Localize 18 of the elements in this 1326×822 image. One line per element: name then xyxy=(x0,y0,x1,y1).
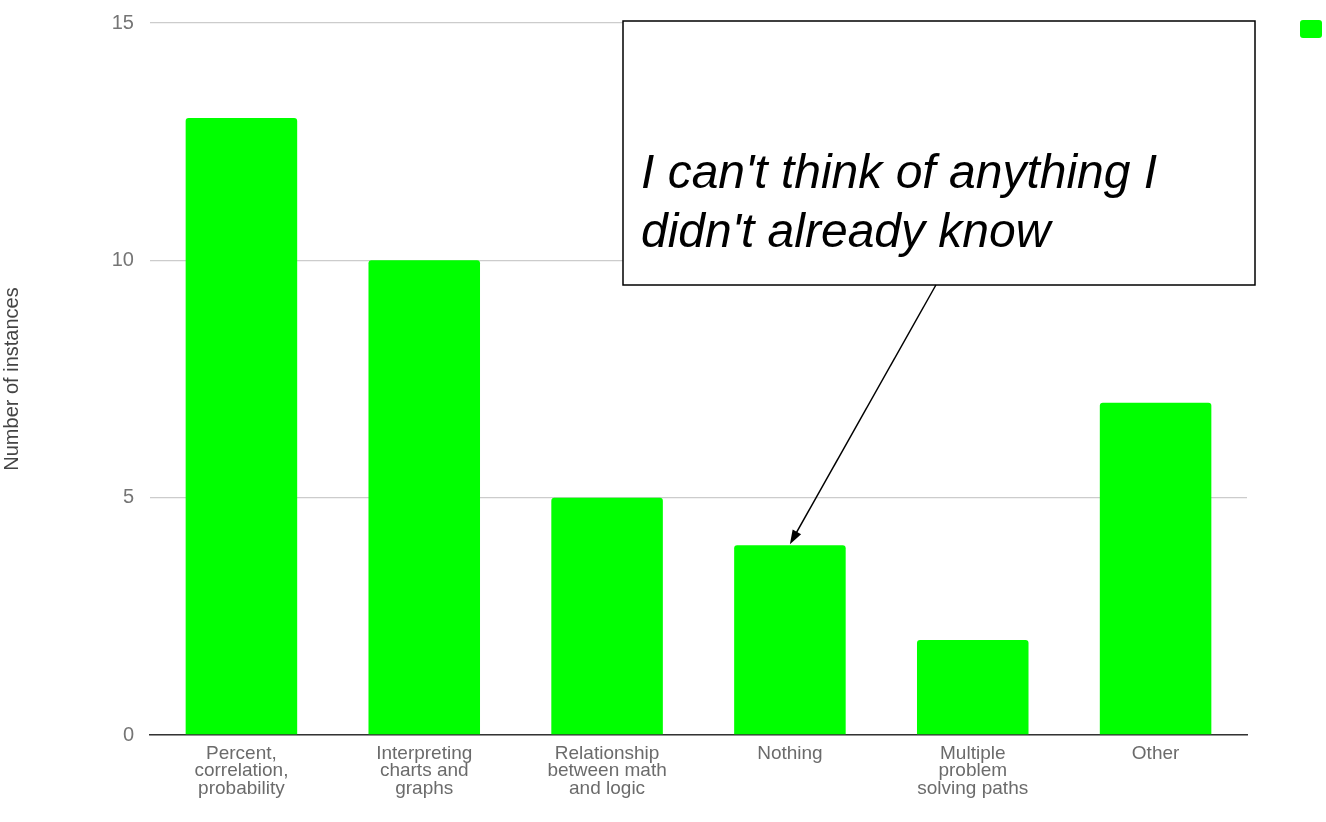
x-tick-label: Interpreting charts and graphs xyxy=(376,741,473,798)
bar xyxy=(368,260,481,735)
annotation: I can't think of anything I didn't already know xyxy=(641,145,1158,257)
y-tick-label: 0 xyxy=(122,722,134,745)
bar xyxy=(551,497,663,735)
y-tick-label: 5 xyxy=(122,485,134,508)
y-axis-title: Number of instances xyxy=(0,287,22,471)
x-tick-label: Relationship between math and logic xyxy=(547,741,667,798)
x-tick-label: Nothing xyxy=(757,741,823,763)
bar xyxy=(185,117,298,735)
y-tick-label: 10 xyxy=(111,247,134,270)
bar xyxy=(916,640,1029,735)
x-tick-label: Other xyxy=(1131,741,1181,763)
bar xyxy=(734,545,846,735)
x-tick-label: Percent, correlation, probability xyxy=(194,741,289,798)
x-tick-label: Multiple problem solving paths xyxy=(917,741,1029,798)
y-tick-label: 15 xyxy=(111,10,134,33)
bar xyxy=(1099,402,1212,735)
